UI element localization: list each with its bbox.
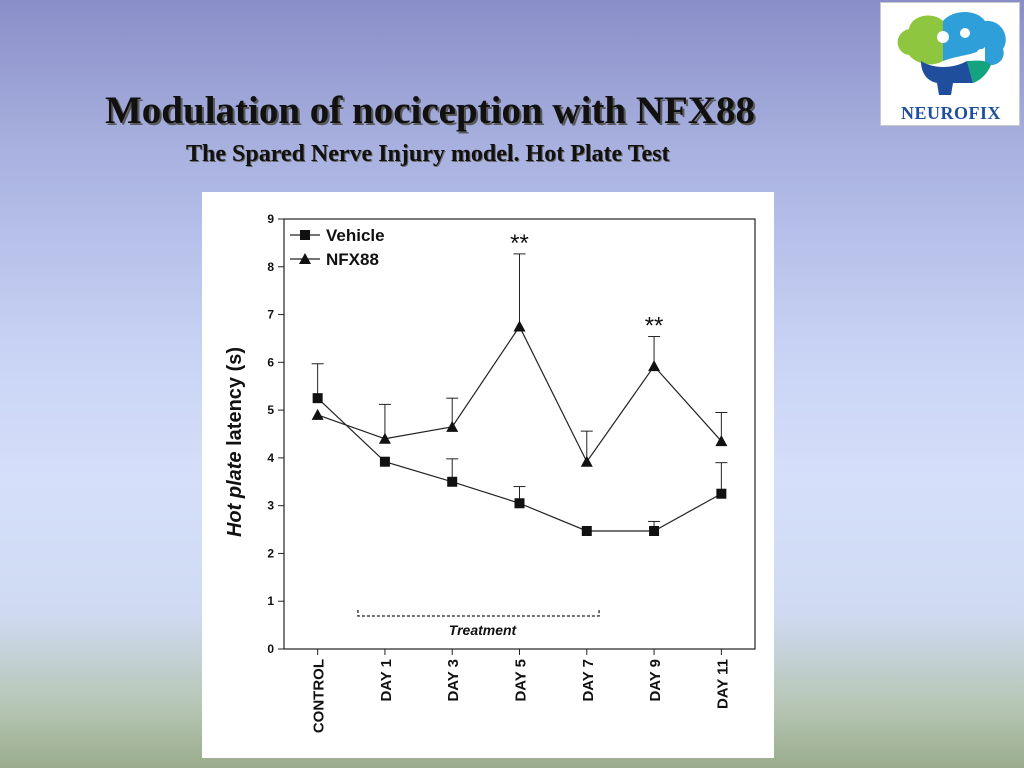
x-tick-label: DAY 5 bbox=[513, 659, 530, 702]
y-tick-label: 1 bbox=[267, 594, 274, 608]
vehicle-point bbox=[716, 488, 727, 499]
y-tick-label: 6 bbox=[267, 355, 274, 369]
logo-text: NEUROFIX bbox=[900, 103, 1001, 123]
legend-marker-vehicle bbox=[300, 230, 310, 240]
x-tick-label: CONTROL bbox=[311, 659, 328, 733]
x-tick-label: DAY 9 bbox=[647, 659, 664, 702]
x-tick-label: DAY 3 bbox=[445, 659, 462, 702]
x-tick-label: DAY 7 bbox=[580, 659, 597, 702]
y-axis-label: Hot plate latency (s) bbox=[224, 347, 246, 537]
chart-panel: 0 1 2 3 4 5 6 7 8 9 CONTROL DAY 1 DAY 3 DAY 5 DAY 7 DAY… bbox=[202, 192, 774, 758]
nfx88-point bbox=[311, 408, 324, 420]
y-tick-label: 7 bbox=[267, 308, 274, 322]
y-axis-label-italic: Hot plate bbox=[224, 451, 246, 537]
treatment-label: Treatment bbox=[449, 622, 518, 638]
legend-label-vehicle: Vehicle bbox=[326, 226, 385, 245]
nfx88-point bbox=[513, 320, 526, 332]
y-tick-label: 4 bbox=[267, 451, 274, 465]
vehicle-series-line bbox=[317, 397, 722, 532]
nfx88-point bbox=[580, 455, 593, 467]
legend-label-nfx88: NFX88 bbox=[326, 250, 379, 269]
nfx88-series-line bbox=[317, 325, 722, 463]
nfx88-point bbox=[648, 360, 661, 372]
treatment-bracket bbox=[357, 610, 600, 617]
neurofix-logo: NEUROFIX bbox=[880, 2, 1020, 126]
line-chart: 0 1 2 3 4 5 6 7 8 9 CONTROL DAY 1 DAY 3 DAY 5 DAY 7 DAY… bbox=[224, 212, 756, 733]
y-axis-label-rest: latency (s) bbox=[224, 347, 246, 451]
vehicle-point bbox=[514, 498, 525, 509]
x-tick-label: DAY 1 bbox=[378, 659, 395, 702]
vehicle-point bbox=[581, 525, 592, 536]
nfx88-point bbox=[378, 432, 391, 444]
y-tick-label: 3 bbox=[267, 499, 274, 513]
nfx88-point bbox=[446, 420, 459, 432]
y-tick-label: 0 bbox=[267, 642, 274, 656]
vehicle-point bbox=[379, 456, 390, 467]
vehicle-point bbox=[447, 476, 458, 487]
slide-subtitle: The Spared Nerve Injury model. Hot Plate… bbox=[186, 141, 670, 167]
x-tick-label: DAY 11 bbox=[714, 659, 731, 709]
y-tick-label: 8 bbox=[267, 260, 274, 274]
vehicle-point bbox=[312, 393, 323, 404]
legend-marker-nfx88 bbox=[299, 253, 311, 264]
y-tick-label: 2 bbox=[267, 546, 274, 560]
nfx88-point bbox=[715, 435, 728, 447]
significance-marker: ** bbox=[645, 313, 664, 340]
slide-title: Modulation of nociception with NFX88 bbox=[105, 89, 756, 132]
significance-marker: ** bbox=[510, 230, 529, 257]
y-tick-label: 9 bbox=[267, 212, 274, 226]
vehicle-point bbox=[649, 525, 660, 536]
y-tick-label: 5 bbox=[267, 403, 274, 417]
brain-puzzle-icon bbox=[897, 12, 1006, 95]
